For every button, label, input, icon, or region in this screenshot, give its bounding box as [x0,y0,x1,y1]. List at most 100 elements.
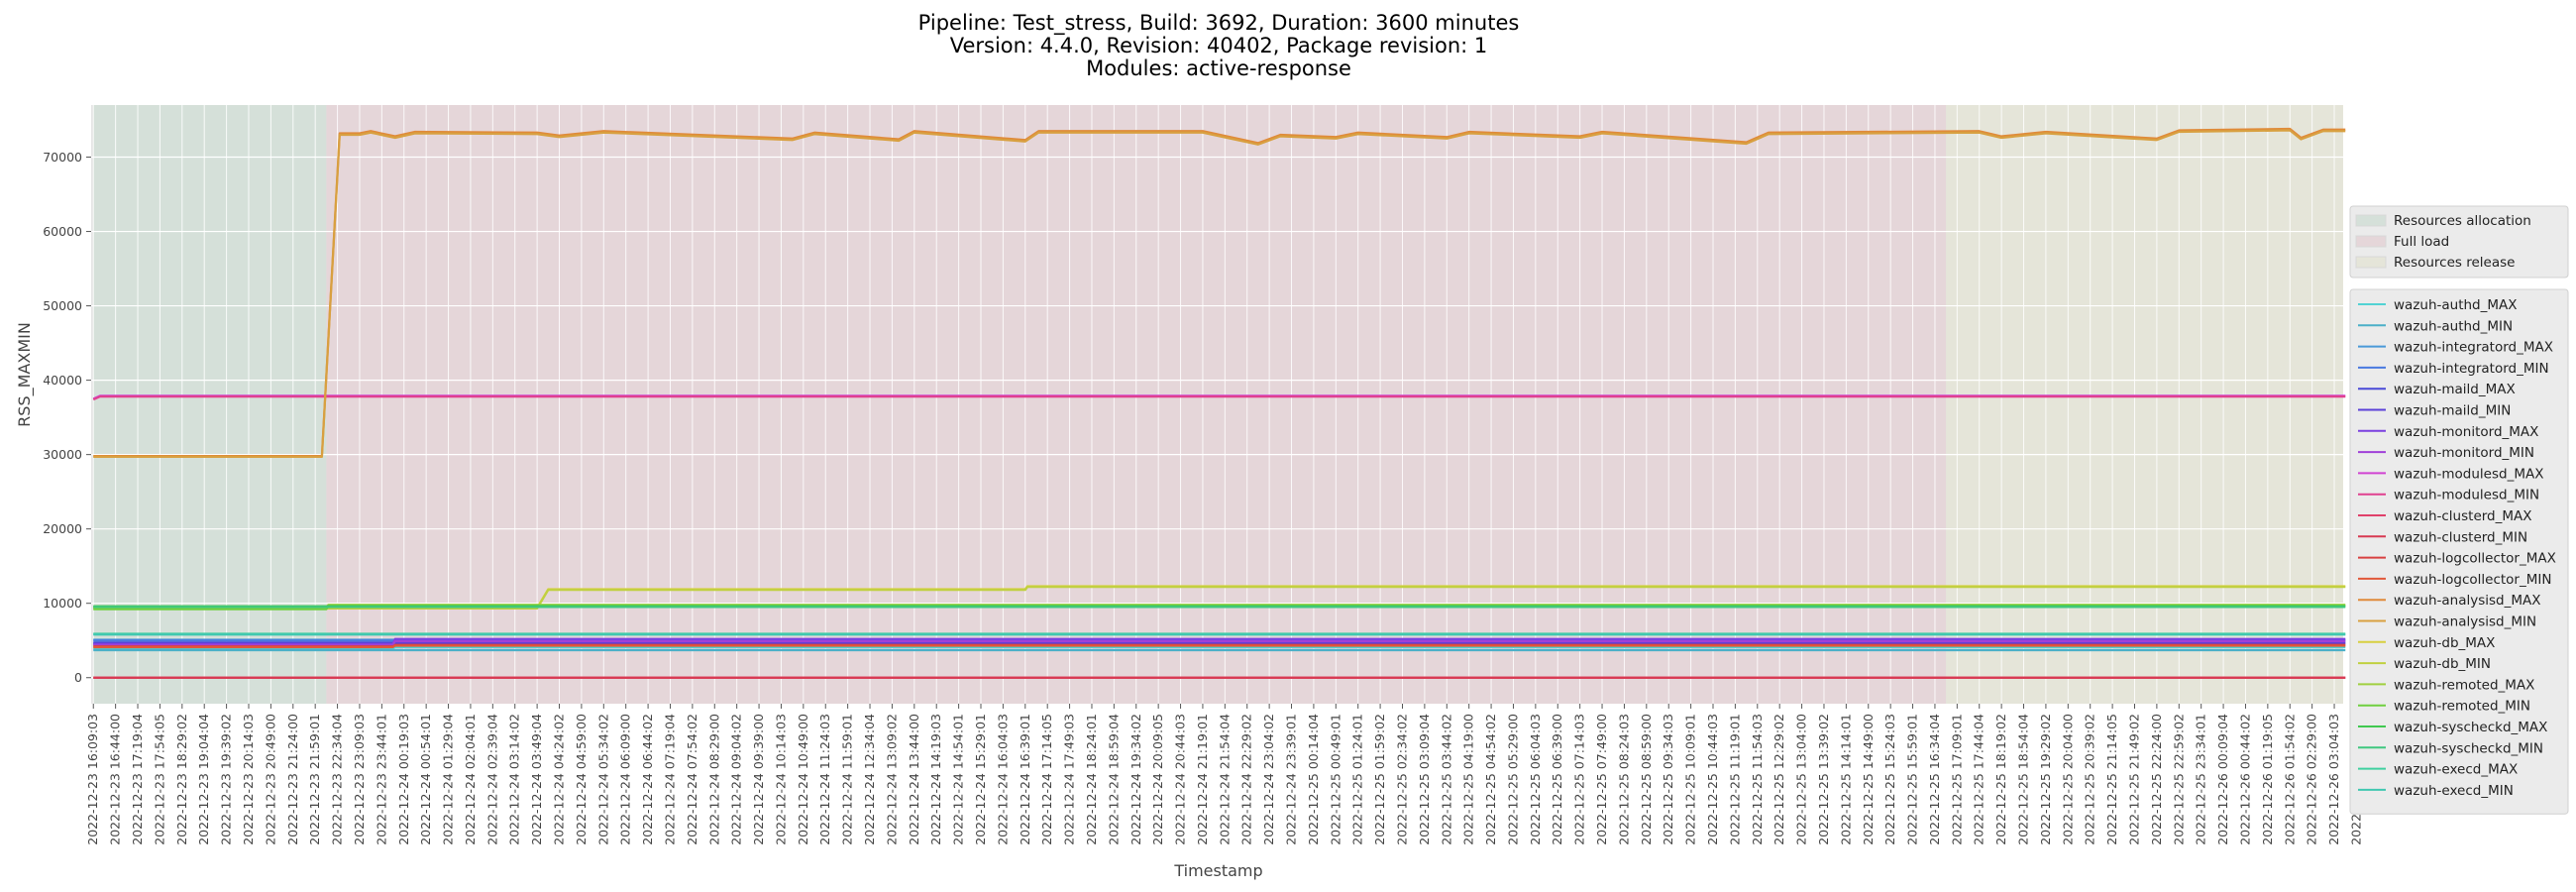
x-tick-label: 2022-12-24 20:44:03 [1173,714,1188,845]
phase-legend-label: Resources release [2394,255,2515,271]
x-tick-label: 2022-12-25 11:54:03 [1750,714,1765,845]
series-legend-label: wazuh-analysisd_MAX [2394,593,2541,609]
x-tick-label: 2022-12-25 17:09:01 [1949,714,1964,845]
series-legend-label: wazuh-integratord_MAX [2394,340,2553,356]
x-tick-label: 2022-12-24 06:44:02 [640,714,655,845]
x-tick-label: 2022-12-25 18:54:04 [2016,714,2031,845]
series-line [93,644,2346,649]
x-tick-label: 2022-12-25 15:59:01 [1905,714,1920,845]
series-legend-label: wazuh-modulesd_MAX [2394,466,2543,482]
x-tick-label: 2022-12-24 03:14:02 [507,714,522,845]
phase-band [1946,105,2343,704]
x-tick-label: 2022-12-25 22:24:00 [2149,714,2164,845]
series-legend-label: wazuh-analysisd_MIN [2394,614,2536,630]
series-legend-label: wazuh-clusterd_MIN [2394,529,2527,545]
x-tick-label: 2022-12-24 23:39:01 [1284,714,1299,845]
series-legend-label: wazuh-execd_MIN [2394,783,2514,799]
x-tick-label: 2022-12-25 18:19:02 [1993,714,2008,845]
x-tick-label: 2022-12-24 14:19:03 [928,714,943,845]
x-tick-label: 2022-12-25 20:39:02 [2083,714,2097,845]
x-tick-label: 2022-12-24 04:24:02 [552,714,567,845]
y-tick-label: 70000 [43,150,82,165]
x-tick-label: 2022-12-25 16:34:04 [1927,714,1942,845]
series-legend-label: wazuh-remoted_MAX [2394,677,2534,693]
series-legend-label: wazuh-syscheckd_MAX [2394,720,2547,735]
x-tick-label: 2022-12-26 00:44:02 [2237,714,2252,845]
x-tick-label: 2022-12-25 10:44:03 [1705,714,1720,845]
x-tick-label: 2022-12-25 17:44:04 [1972,714,1986,845]
x-tick-label: 2022-12-24 08:29:00 [706,714,721,845]
series-legend-label: wazuh-integratord_MIN [2394,361,2549,377]
x-tick-label: 2022-12-24 16:04:03 [995,714,1010,845]
x-tick-label: 2022-12-23 20:49:00 [263,714,277,845]
phase-legend-swatch [2355,214,2387,227]
x-tick-label: 2022-12-23 21:24:00 [285,714,300,845]
x-tick-label: 2022-12-24 18:59:04 [1106,714,1121,845]
x-axis-label: Timestamp [1173,861,1262,880]
x-tick-label: 2022-12-25 12:29:02 [1771,714,1786,845]
x-tick-label: 2022-12-25 04:19:00 [1461,714,1476,845]
chart-title-line: Version: 4.4.0, Revision: 40402, Package… [950,34,1488,57]
x-tick-label: 2022-12-23 19:04:04 [196,714,211,845]
x-tick-label: 2022-12-25 14:49:00 [1861,714,1876,845]
x-tick-label: 2022-12-25 07:14:03 [1572,714,1587,845]
series-legend-label: wazuh-execd_MAX [2394,762,2518,778]
x-tick-label: 2022-12-23 19:39:02 [219,714,234,845]
series-legend-label: wazuh-authd_MAX [2394,297,2518,313]
x-tick-label: 2022-12-24 07:19:04 [662,714,677,845]
x-tick-label: 2022-12-23 18:29:02 [174,714,189,845]
x-tick-label: 2022-12-24 16:39:01 [1018,714,1032,845]
x-tick-label: 2022-12-24 09:04:02 [729,714,744,845]
x-tick-label: 2022-12-24 22:29:02 [1239,714,1254,845]
series-legend-label: wazuh-logcollector_MIN [2394,572,2551,588]
series-legend-label: wazuh-monitord_MAX [2394,424,2538,440]
x-tick-label: 2022-12-25 08:24:03 [1616,714,1631,845]
y-tick-label: 60000 [43,224,82,239]
x-tick-label: 2022-12-25 22:59:02 [2171,714,2186,845]
y-axis-label: RSS_MAXMIN [15,322,35,427]
x-tick-label: 2022-12-25 00:14:04 [1306,714,1321,845]
x-tick-label: 2022-12-25 02:34:02 [1394,714,1409,845]
x-tick-label: 2022-12-24 01:29:04 [441,714,456,845]
x-tick-label: 2022-12-24 12:34:04 [862,714,877,845]
series-legend-label: wazuh-clusterd_MAX [2394,508,2532,524]
x-tick-label: 2022-12-25 23:34:01 [2194,714,2208,845]
series-line [93,586,2346,611]
phase-band [93,105,327,704]
series-legend-label: wazuh-remoted_MIN [2394,699,2530,715]
x-tick-label: 2022-12-24 13:44:00 [907,714,921,845]
x-tick-label: 2022-12-25 03:44:02 [1439,714,1453,845]
phase-legend-label: Resources allocation [2394,213,2531,229]
series-line [92,395,2346,401]
x-tick-label: 2022-12-24 09:39:00 [751,714,766,845]
x-tick-label: 2022-12-24 03:49:04 [529,714,544,845]
series-legend-label: wazuh-db_MAX [2394,635,2495,651]
series-legend-label: wazuh-authd_MIN [2394,318,2513,334]
series-legend-label: wazuh-syscheckd_MIN [2394,740,2543,756]
x-tick-label: 2022-12-26 00:09:04 [2215,714,2230,845]
x-tick-label: 2022-12-24 02:39:04 [484,714,499,845]
x-tick-label: 2022-12-24 20:09:05 [1150,714,1165,845]
phase-legend [2349,205,2569,279]
series-legend-label: wazuh-monitord_MIN [2394,445,2534,461]
x-tick-label: 2022-12-25 15:24:03 [1882,714,1897,845]
x-tick-label: 2022-12-23 22:34:04 [330,714,345,845]
x-tick-label: 2022-12-23 23:44:01 [374,714,388,845]
y-tick-label: 30000 [43,447,82,462]
series-line [93,129,2346,458]
x-tick-label: 2022-12-25 01:24:01 [1350,714,1365,845]
x-tick-label: 2022-12-25 13:04:00 [1794,714,1809,845]
x-tick-label: 2022-12-25 20:04:00 [2060,714,2075,845]
x-tick-label: 2022-12-24 00:19:03 [396,714,411,845]
series-legend-label: wazuh-modulesd_MIN [2394,488,2539,503]
x-tick-label: 2022-12-23 17:54:05 [152,714,166,845]
series-legend-label: wazuh-maild_MIN [2394,403,2511,419]
x-tick-label: 2022-12-24 15:29:01 [973,714,988,845]
x-tick-label: 2022-12-25 04:54:02 [1483,714,1498,845]
x-tick-label: 2022-12-24 23:04:02 [1261,714,1276,845]
y-tick-label: 0 [74,670,82,685]
x-tick-label: 2022-12-24 11:59:01 [840,714,855,845]
x-tick-label: 2022-12-24 17:49:03 [1062,714,1077,845]
